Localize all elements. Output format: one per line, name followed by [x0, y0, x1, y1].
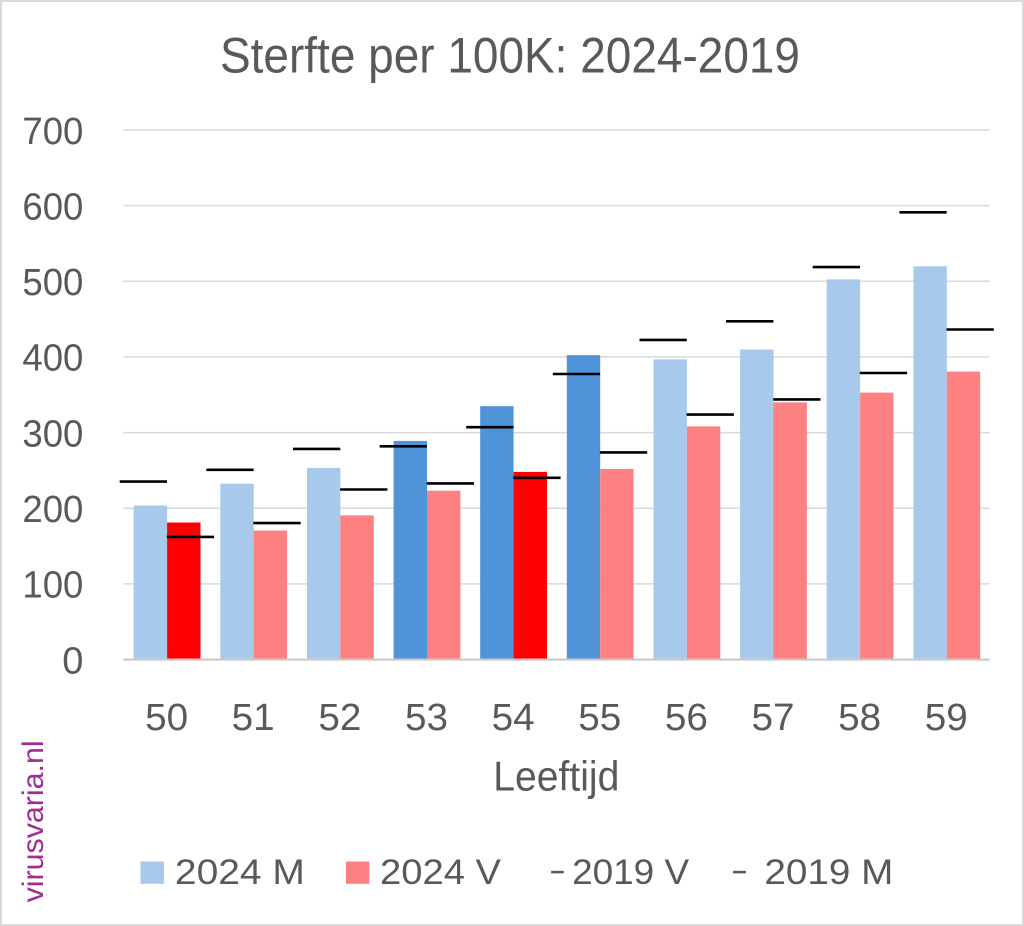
svg-text:58: 58 [838, 697, 881, 739]
svg-text:53: 53 [405, 697, 448, 739]
svg-text:55: 55 [578, 697, 621, 739]
svg-text:52: 52 [318, 697, 361, 739]
svg-text:500: 500 [22, 262, 83, 304]
svg-text:51: 51 [232, 697, 275, 739]
svg-text:600: 600 [22, 186, 83, 228]
svg-text:56: 56 [665, 697, 708, 739]
svg-text:Sterfte per 100K: 2024-2019: Sterfte per 100K: 2024-2019 [220, 28, 800, 84]
svg-text:700: 700 [22, 111, 83, 153]
svg-text:0: 0 [62, 640, 83, 682]
svg-text:400: 400 [22, 338, 83, 380]
svg-text:virusvaria.nl: virusvaria.nl [17, 740, 50, 902]
svg-text:300: 300 [22, 413, 83, 455]
svg-text:2019 V: 2019 V [572, 853, 690, 892]
svg-text:50: 50 [145, 697, 188, 739]
svg-text:Leeftijd: Leeftijd [493, 752, 619, 799]
svg-text:100: 100 [22, 565, 83, 607]
svg-text:54: 54 [492, 697, 535, 739]
svg-text:2024 V: 2024 V [380, 853, 502, 892]
svg-text:59: 59 [925, 697, 968, 739]
svg-text:57: 57 [752, 697, 795, 739]
svg-text:2024 M: 2024 M [175, 853, 305, 892]
svg-text:2019 M: 2019 M [764, 853, 893, 892]
svg-text:200: 200 [22, 489, 83, 531]
